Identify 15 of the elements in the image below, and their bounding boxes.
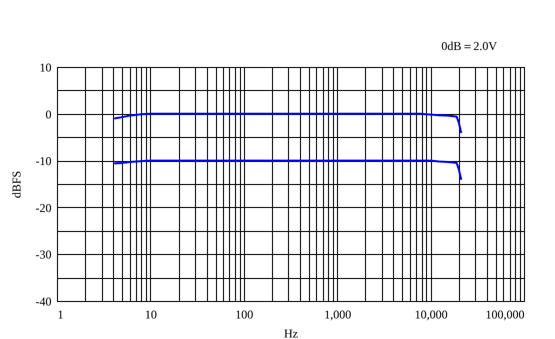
y-tick-label: -20 [36, 200, 52, 215]
y-tick-label: -40 [36, 294, 52, 308]
x-tick-label: 1,000 [324, 308, 352, 322]
y-tick-label: 0 [46, 107, 52, 122]
x-tick-label: 10,000 [414, 308, 448, 322]
x-tick-label: 10 [144, 308, 157, 322]
x-axis-title: Hz [284, 326, 298, 339]
y-tick-label: -10 [36, 154, 52, 168]
y-tick-label: 10 [40, 60, 52, 74]
x-tick-label: 100,000 [486, 308, 524, 322]
y-axis-title: dBFS [10, 170, 24, 198]
x-tick-label: 1 [58, 308, 64, 322]
y-tick-label: -30 [36, 248, 52, 262]
x-tick-label: 100 [235, 308, 254, 322]
text: 0dB＝2.0V [441, 39, 498, 53]
